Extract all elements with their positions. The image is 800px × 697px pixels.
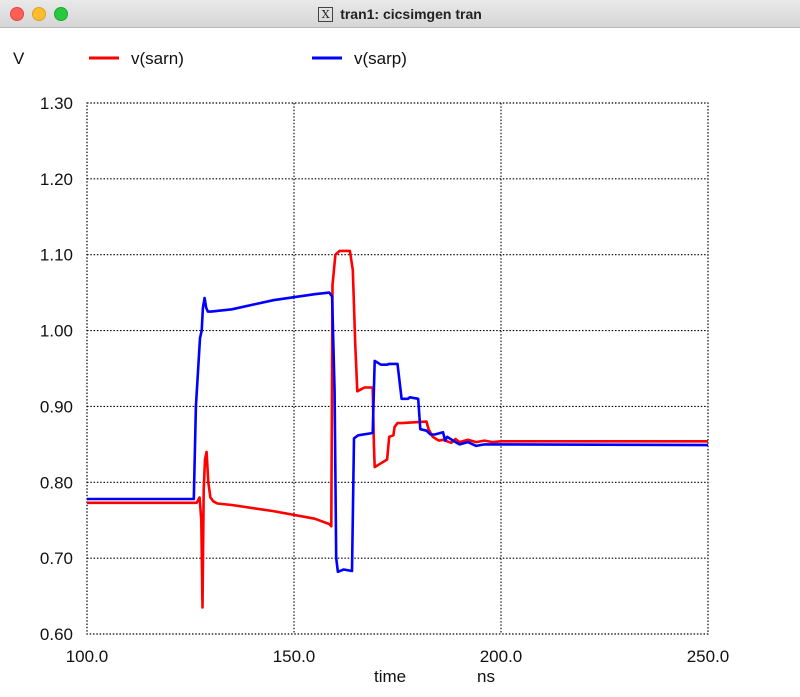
x-tick-label: 200.0: [480, 647, 523, 666]
x11-app-icon: X: [318, 6, 334, 22]
y-tick-labels: 0.60 0.70 0.80 0.90 1.00 1.10 1.20 1.30: [40, 94, 73, 644]
title-bar[interactable]: X tran1: cicsimgen tran: [0, 0, 800, 28]
maximize-button[interactable]: [54, 7, 68, 21]
y-tick-label: 1.30: [40, 94, 73, 113]
close-button[interactable]: [10, 7, 24, 21]
y-tick-label: 0.80: [40, 473, 73, 492]
window-title-group: X tran1: cicsimgen tran: [0, 0, 800, 28]
y-tick-label: 1.00: [40, 322, 73, 341]
x-tick-labels: 100.0 150.0 200.0 250.0: [66, 647, 730, 666]
x-axis-unit: ns: [477, 667, 495, 686]
y-tick-label: 0.70: [40, 549, 73, 568]
y-tick-label: 0.90: [40, 397, 73, 416]
window-title: tran1: cicsimgen tran: [340, 6, 482, 22]
legend-label-sarn: v(sarn): [131, 49, 184, 68]
x-axis-label: time: [374, 667, 406, 686]
y-axis-unit: V: [13, 49, 25, 68]
minimize-button[interactable]: [32, 7, 46, 21]
series-line-v-sarp: [87, 291, 709, 574]
legend-label-sarp: v(sarp): [354, 49, 407, 68]
y-tick-label: 1.10: [40, 246, 73, 265]
y-tick-label: 1.20: [40, 170, 73, 189]
y-tick-label: 0.60: [40, 625, 73, 644]
series-line-v-sarn: [87, 249, 708, 609]
x-tick-label: 250.0: [687, 647, 730, 666]
series-layer: [87, 249, 709, 609]
x-tick-label: 100.0: [66, 647, 109, 666]
grid-layer: [87, 103, 708, 634]
line-chart: 0.60 0.70 0.80 0.90 1.00 1.10 1.20 1.30 100.0 15…: [13, 49, 730, 686]
plot-area-frame: [86, 102, 709, 635]
x-tick-label: 150.0: [273, 647, 316, 666]
